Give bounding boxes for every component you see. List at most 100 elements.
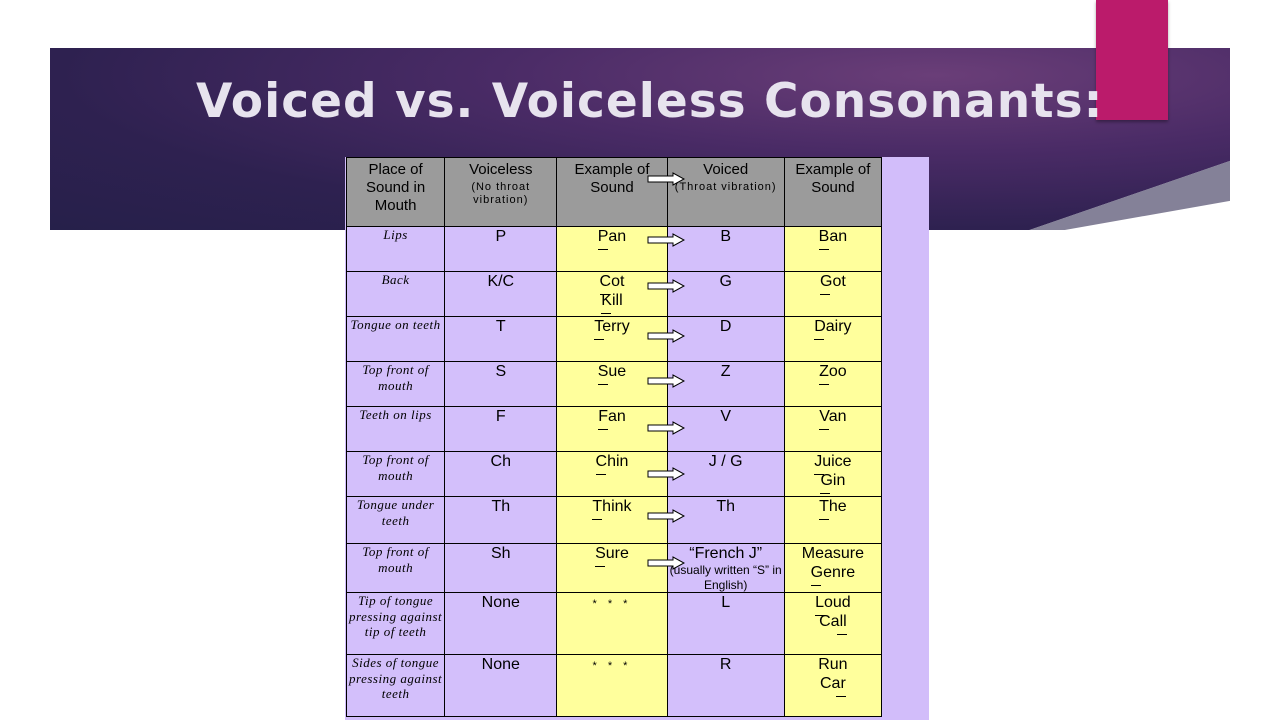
voiceless-cell: T <box>444 316 558 362</box>
voiced-note: (usually written “S” in English) <box>669 563 782 592</box>
example-voiced-cell: Loud Call <box>783 591 883 655</box>
table-row: Top front of mouth Ch Chin J / G Juice Gi… <box>345 451 883 497</box>
example-word: Fan <box>598 408 626 431</box>
example-voiced-cell: Got <box>783 271 883 317</box>
example-word: Kill <box>601 292 623 315</box>
example-word: Zoo <box>819 363 847 386</box>
place-cell: Sides of tongue pressing against teeth <box>345 653 446 717</box>
voiced-cell: Z <box>666 361 785 407</box>
header-voiceless: Voiceless (No throat vibration) <box>444 157 558 227</box>
arrow-right-icon <box>647 421 685 435</box>
voiceless-cell: None <box>444 591 558 655</box>
slide-title: Voiced vs. Voiceless Consonants: <box>196 74 1104 129</box>
voiced-cell: L <box>666 591 785 655</box>
no-example: * * * <box>592 659 632 672</box>
example-word: Run <box>818 655 848 673</box>
voiced-cell: J / G <box>666 451 785 497</box>
table-row: Sides of tongue pressing against teeth N… <box>345 653 883 717</box>
place-cell: Top front of mouth <box>345 451 446 497</box>
arrow-right-icon <box>647 509 685 523</box>
place-cell: Top front of mouth <box>345 361 446 407</box>
example-word: Call <box>819 613 847 636</box>
voiceless-cell: S <box>444 361 558 407</box>
example-word: Think <box>592 498 632 521</box>
arrow-right-icon <box>647 329 685 343</box>
place-cell: Top front of mouth <box>345 543 446 593</box>
example-word: Van <box>819 408 847 431</box>
voiceless-cell: Th <box>444 496 558 544</box>
voiceless-cell: None <box>444 653 558 717</box>
arrow-right-icon <box>647 279 685 293</box>
example-voiced-cell: Van <box>783 406 883 452</box>
example-word: Sure <box>595 545 629 568</box>
header-voiceless-label: Voiceless <box>469 161 533 178</box>
header-example-1-label: Example of Sound <box>574 161 650 196</box>
example-voiced-cell: Run Car <box>783 653 883 717</box>
example-word: Measure <box>801 545 865 562</box>
voiced-cell: G <box>666 271 785 317</box>
voiced-cell: Th <box>666 496 785 544</box>
place-cell: Teeth on lips <box>345 406 446 452</box>
place-cell: Tongue under teeth <box>345 496 446 544</box>
example-word: Car <box>820 675 846 698</box>
arrow-right-icon <box>647 374 685 388</box>
example-voiced-cell: The <box>783 496 883 544</box>
example-word: Pan <box>597 228 627 251</box>
example-voiceless-cell: Cot Kill <box>556 271 668 317</box>
voiceless-cell: K/C <box>444 271 558 317</box>
arrow-right-icon <box>647 467 685 481</box>
header-example-2: Example of Sound <box>783 157 883 227</box>
example-word: Got <box>820 273 846 296</box>
header-voiceless-note: (No throat vibration) <box>471 181 531 207</box>
header-voiced-label: Voiced <box>703 161 749 178</box>
voiced-cell: B <box>666 226 785 272</box>
example-voiceless-cell: Terry <box>556 316 668 362</box>
example-voiced-cell: Dairy <box>783 316 883 362</box>
example-word: Sue <box>597 363 627 386</box>
voiceless-cell: P <box>444 226 558 272</box>
voiced-cell: “French J” (usually written “S” in Englis… <box>666 543 785 593</box>
voiced-sound: “French J” <box>689 545 763 562</box>
example-word: Cot <box>599 273 625 296</box>
header-place-label: Place of Sound in Mouth <box>365 161 426 214</box>
voiceless-cell: Ch <box>444 451 558 497</box>
example-word: Juice <box>814 453 852 476</box>
example-word: Genre <box>810 564 856 587</box>
table-row: Teeth on lips F Fan V Van <box>345 406 883 452</box>
example-word: Dairy <box>814 318 852 341</box>
table-row: Top front of mouth Sh Sure “French J” (us… <box>345 543 883 593</box>
consonant-table: Place of Sound in Mouth Voiceless (No th… <box>345 157 883 717</box>
header-voiced-note: (Throat vibration) <box>674 181 777 193</box>
voiceless-cell: F <box>444 406 558 452</box>
voiced-cell: D <box>666 316 785 362</box>
example-voiceless-cell: * * * <box>556 653 668 717</box>
place-cell: Back <box>345 271 446 317</box>
example-voiced-cell: Ban <box>783 226 883 272</box>
voiced-cell: R <box>666 653 785 717</box>
table-row: Tip of tongue pressing against tip of te… <box>345 591 883 655</box>
voiceless-cell: Sh <box>444 543 558 593</box>
voiced-cell: V <box>666 406 785 452</box>
arrow-right-icon <box>647 172 685 186</box>
arrow-right-icon <box>647 233 685 247</box>
header-example-1: Example of Sound <box>556 157 668 227</box>
example-word: Ban <box>818 228 848 251</box>
example-voiced-cell: Zoo <box>783 361 883 407</box>
header-example-2-label: Example of Sound <box>795 161 871 196</box>
example-word: Gin <box>820 472 846 495</box>
example-voiceless-cell: * * * <box>556 591 668 655</box>
example-voiced-cell: Measure Genre <box>783 543 883 593</box>
table-row: Top front of mouth S Sue Z Zoo <box>345 361 883 407</box>
example-word: Terry <box>594 318 630 341</box>
place-cell: Tongue on teeth <box>345 316 446 362</box>
place-cell: Tip of tongue pressing against tip of te… <box>345 591 446 655</box>
example-voiced-cell: Juice Gin <box>783 451 883 497</box>
example-word: Loud <box>815 593 851 617</box>
header-voiced: Voiced (Throat vibration) <box>666 157 785 227</box>
table-row: Lips P Pan B Ban <box>345 226 883 272</box>
example-word: The <box>819 498 847 521</box>
header-place: Place of Sound in Mouth <box>345 157 446 227</box>
place-cell: Lips <box>345 226 446 272</box>
table-row: Back K/C Cot Kill G Got <box>345 271 883 317</box>
arrow-right-icon <box>647 556 685 570</box>
